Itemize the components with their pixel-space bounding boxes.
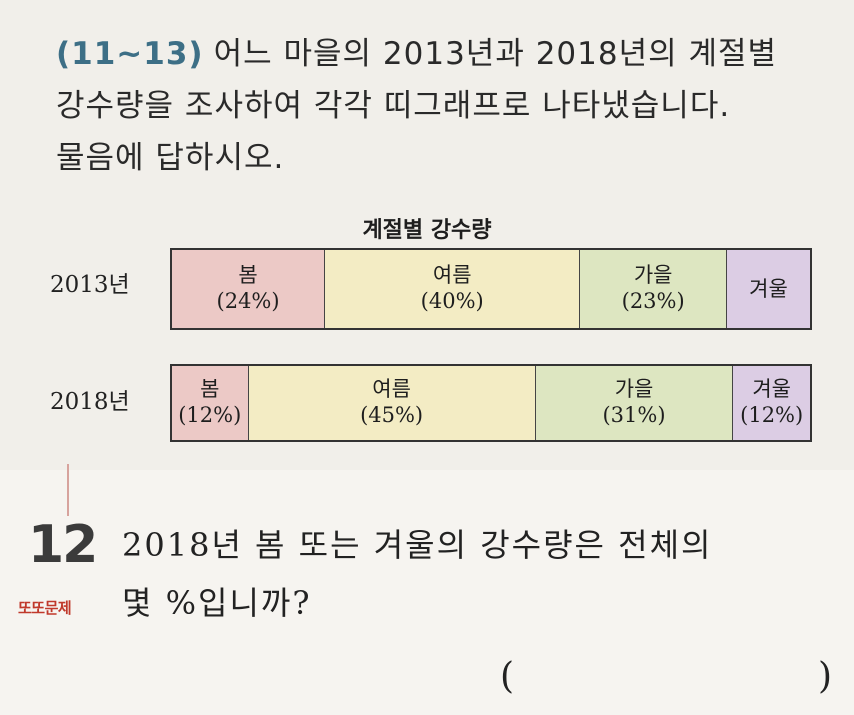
- segment-label: 여름: [372, 377, 411, 401]
- question-line-1: 2018년 봄 또는 겨울의 강수량은 전체의: [122, 526, 713, 564]
- question-badge: 또또문제: [18, 599, 72, 617]
- segment-label: 가을: [633, 263, 673, 287]
- segment-percent: (40%): [420, 289, 484, 313]
- question-line-2: 몇 %입니까?: [122, 584, 312, 622]
- band-segment-2018-4: 겨울 (12%): [733, 366, 810, 440]
- segment-percent: (12%): [178, 403, 242, 427]
- question-number: 12: [28, 515, 98, 575]
- segment-percent: (23%): [621, 289, 685, 313]
- band-segment-2013-1: 봄 (24%): [172, 250, 326, 328]
- segment-percent: (45%): [360, 403, 424, 427]
- question-section: [0, 470, 854, 715]
- segment-label: 가을: [614, 377, 654, 401]
- question-range: (11~13): [56, 36, 204, 72]
- answer-close-paren: ): [818, 656, 833, 697]
- year-label-2013: 2013년: [50, 272, 130, 298]
- segment-label: 봄: [238, 263, 258, 287]
- band-segment-2013-3: 가을 (23%): [580, 250, 728, 328]
- band-segment-2018-1: 봄 (12%): [172, 366, 249, 440]
- segment-label: 봄: [200, 377, 220, 401]
- segment-label: 겨울: [749, 276, 788, 301]
- divider-mark: [67, 464, 69, 516]
- band-graph-2013: 봄 (24%) 여름 (40%) 가을 (23%) 겨울: [170, 248, 812, 330]
- band-segment-2013-4: 겨울: [727, 250, 810, 328]
- band-segment-2018-3: 가을 (31%): [535, 366, 734, 440]
- answer-open-paren: (: [500, 656, 515, 697]
- segment-label: 겨울: [752, 377, 791, 401]
- segment-percent: (31%): [602, 403, 666, 427]
- segment-percent: (12%): [740, 403, 804, 427]
- intro-line-3: 물음에 답하시오.: [56, 140, 285, 176]
- band-segment-2018-2: 여름 (45%): [248, 366, 536, 440]
- band-segment-2013-2: 여름 (40%): [325, 250, 581, 328]
- intro-line-1: (11~13) 어느 마을의 2013년과 2018년의 계절별: [56, 36, 778, 72]
- segment-label: 여름: [432, 263, 472, 287]
- intro-line-2: 강수량을 조사하여 각각 띠그래프로 나타냈습니다.: [56, 88, 731, 124]
- segment-percent: (24%): [216, 289, 280, 313]
- problem-intro: (11~13) 어느 마을의 2013년과 2018년의 계절별 강수량을 조사하…: [56, 28, 846, 184]
- question-text: 2018년 봄 또는 겨울의 강수량은 전체의 몇 %입니까?: [122, 516, 842, 632]
- chart-title: 계절별 강수량: [362, 218, 492, 243]
- year-label-2018: 2018년: [50, 389, 130, 415]
- band-graph-2018: 봄 (12%) 여름 (45%) 가을 (31%) 겨울 (12%): [170, 364, 812, 442]
